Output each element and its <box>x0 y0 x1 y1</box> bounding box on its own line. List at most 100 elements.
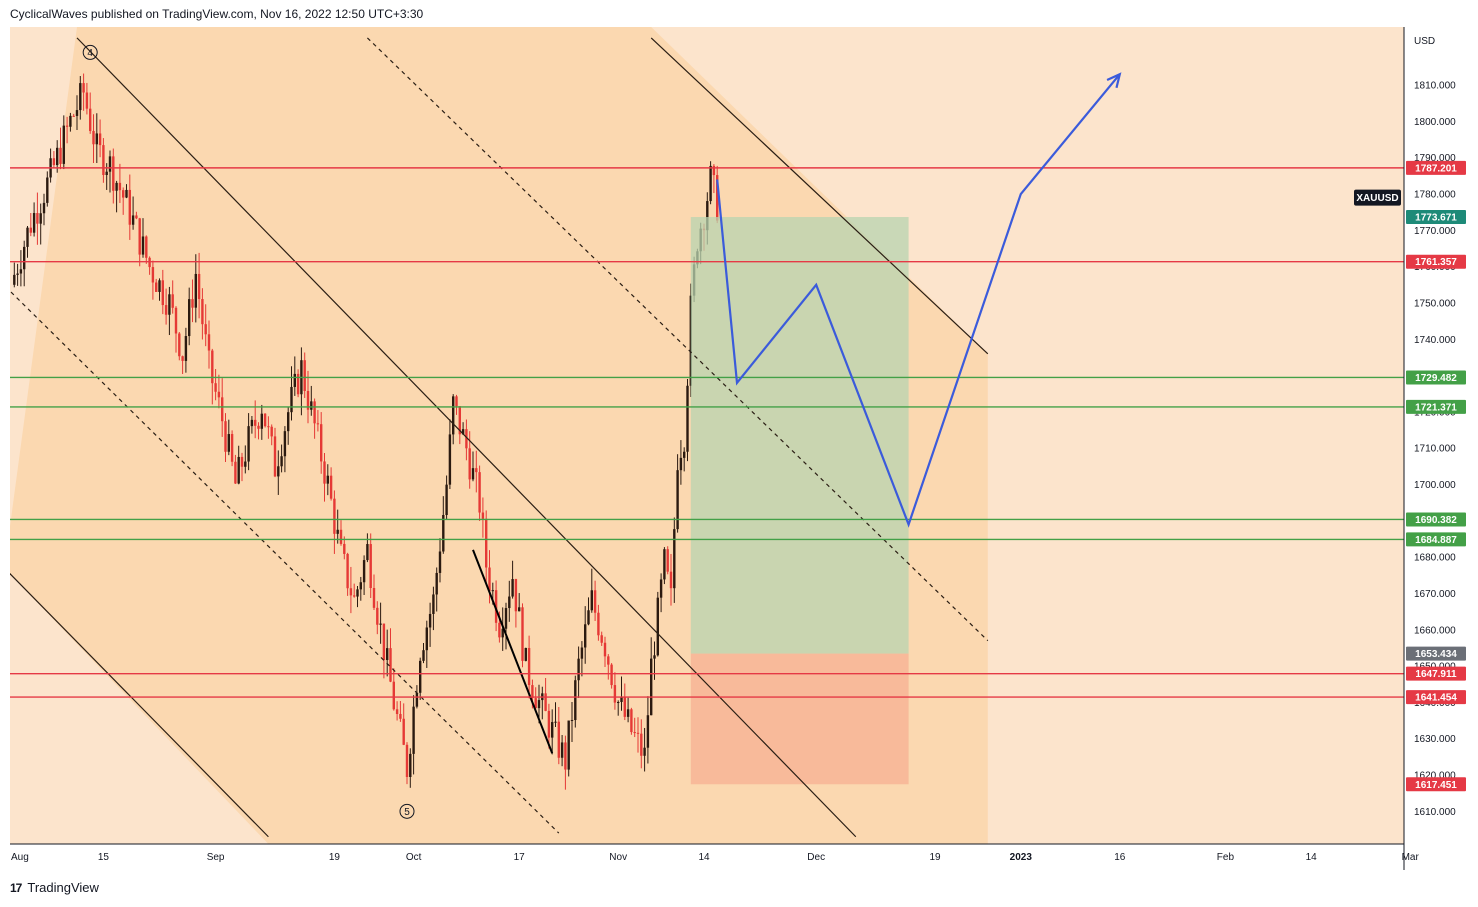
candle-body <box>105 171 108 176</box>
candle-body <box>706 201 709 231</box>
candle-body <box>415 692 419 707</box>
candle-body <box>405 744 409 777</box>
candle-body <box>59 147 62 164</box>
time-axis[interactable]: Aug 15 Sep 19 Oct 17 Nov 14 Dec 19 2023 16 Feb 14 Mar <box>10 843 1420 863</box>
candle-body <box>240 456 244 467</box>
candle-body <box>270 426 273 437</box>
wave-label: 5 <box>404 807 410 818</box>
level-price-label-bg <box>1406 690 1466 705</box>
symbol-tag-bg <box>1354 189 1401 206</box>
candle-body <box>716 175 719 221</box>
time-tick: 14 <box>698 852 710 863</box>
time-tick: Mar <box>1402 852 1420 863</box>
candle-body <box>273 436 277 477</box>
candle-body <box>237 456 240 484</box>
position-price-label: 1617.451 <box>1415 780 1457 791</box>
time-tick: Nov <box>609 852 627 863</box>
candle-body <box>201 299 204 325</box>
candle-body <box>42 202 46 214</box>
candle-body <box>207 334 211 351</box>
candle-body <box>448 434 452 485</box>
level-price-label-bg <box>1406 160 1466 175</box>
channel-line <box>10 572 269 838</box>
time-tick: Feb <box>1217 852 1235 863</box>
candle-body <box>293 373 296 387</box>
candle-body <box>250 419 254 427</box>
price-tick: 1660.000 <box>1414 625 1456 636</box>
candle-body <box>402 718 405 745</box>
candle-body <box>267 426 270 428</box>
candle-body <box>607 656 610 665</box>
candle-body <box>442 515 445 552</box>
candle-body <box>184 336 188 361</box>
candle-body <box>69 115 72 127</box>
candle-body <box>164 305 168 315</box>
candle-body <box>329 475 333 499</box>
symbol-tag: XAUUSD <box>1356 193 1398 204</box>
level-price-label-bg <box>1406 399 1466 414</box>
candle-body <box>168 294 171 315</box>
channel-midline <box>366 37 989 642</box>
publisher-caption: CyclicalWaves published on TradingView.c… <box>10 7 424 21</box>
candle-body <box>686 385 689 452</box>
candle-body <box>577 658 580 681</box>
candle-body <box>428 613 432 628</box>
candle-body <box>626 709 630 717</box>
candle-body <box>296 373 300 395</box>
candle-body <box>29 227 32 233</box>
candle-body <box>379 623 382 625</box>
price-tick: 1810.000 <box>1414 81 1456 92</box>
candle-body <box>326 475 329 484</box>
candle-body <box>590 590 593 611</box>
candle-body <box>389 648 392 682</box>
candle-body <box>339 529 343 544</box>
candle-body <box>640 733 643 756</box>
candle-body <box>356 589 359 597</box>
candle-body <box>560 742 564 758</box>
candle-body <box>141 236 145 255</box>
trend-segment <box>472 549 554 754</box>
candle-body <box>131 215 135 225</box>
candle-body <box>488 567 491 591</box>
candle-body <box>679 457 683 471</box>
tradingview-footer: 17 TradingView <box>10 880 99 895</box>
candle-body <box>521 607 524 661</box>
price-tick: 1800.000 <box>1414 117 1456 128</box>
candle-body <box>346 553 349 589</box>
candle-body <box>89 108 92 131</box>
candle-body <box>82 83 85 93</box>
price-tick: 1710.000 <box>1414 444 1456 455</box>
candle-body <box>623 697 626 717</box>
candle-body <box>461 429 465 435</box>
price-tick: 1670.000 <box>1414 589 1456 600</box>
candle-body <box>551 722 554 738</box>
price-tick: 1770.000 <box>1414 226 1456 237</box>
candle-body <box>683 451 686 458</box>
time-tick: Aug <box>11 852 29 863</box>
candle-body <box>72 115 75 117</box>
candle-body <box>306 390 310 410</box>
price-axis[interactable]: USD1610.0001620.0001630.0001640.0001650.… <box>1354 27 1466 870</box>
currency-label: USD <box>1414 36 1435 47</box>
level-price-label: 1690.382 <box>1415 515 1457 526</box>
candle-body <box>320 424 323 462</box>
candle-body <box>669 571 673 589</box>
candle-body <box>158 280 161 292</box>
price-chart[interactable]: 45 USD1610.0001620.0001630.0001640.00016… <box>0 0 1478 870</box>
time-tick: 14 <box>1306 852 1318 863</box>
candle-body <box>108 156 112 172</box>
candle-body <box>382 623 386 661</box>
candle-body <box>455 396 458 407</box>
candle-body <box>316 423 320 425</box>
candle-body <box>112 156 115 191</box>
candle-body <box>468 448 471 480</box>
level-price-label-bg <box>1406 666 1466 681</box>
candle-body <box>392 681 395 710</box>
candle-body <box>567 720 570 770</box>
candle-body <box>174 307 178 334</box>
price-tick: 1610.000 <box>1414 807 1456 818</box>
candle-body <box>419 660 422 693</box>
level-price-label-bg <box>1406 532 1466 547</box>
projection-path <box>716 73 1121 528</box>
tradingview-brand[interactable]: TradingView <box>27 880 99 895</box>
